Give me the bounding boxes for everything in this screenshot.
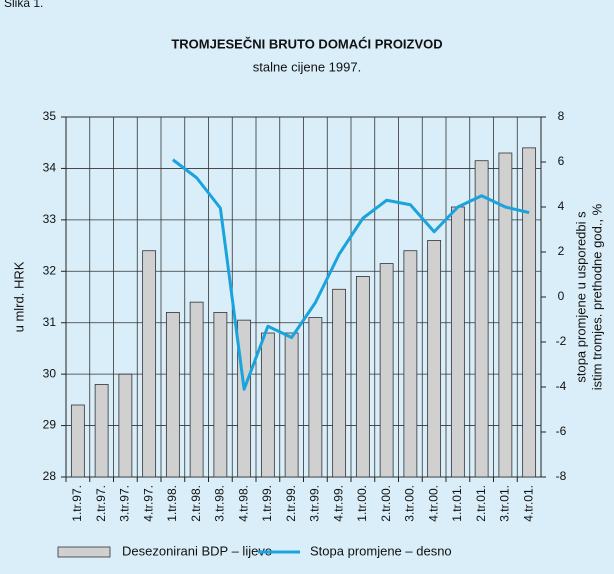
x-tick-label: 3.tr.99.	[308, 485, 322, 522]
y-tick-label: 31	[43, 315, 57, 329]
y-tick-label: 32	[43, 263, 57, 277]
x-tick-label: 1.tr.97.	[70, 485, 84, 522]
x-tick-label: 4.tr.98.	[236, 485, 250, 522]
x-tick-label: 4.tr.01.	[521, 485, 535, 522]
y-tick-label: 28	[43, 469, 57, 483]
line	[171, 158, 530, 391]
y2-tick-label: -2	[556, 334, 567, 348]
y2-tick-label: 2	[558, 244, 565, 258]
legend-label: Desezonirani BDP – lijevo	[122, 543, 272, 558]
x-tick-label: 2.tr.97.	[94, 485, 108, 522]
y2-tick-label: -6	[556, 424, 567, 438]
y2-tick-label: 0	[558, 289, 565, 303]
y-tick-label: 35	[43, 109, 57, 123]
bar	[189, 301, 204, 478]
bar	[260, 332, 275, 478]
bar	[142, 250, 157, 478]
x-tick-label: 2.tr.00.	[379, 485, 393, 522]
figure-label: Slika 1.	[4, 0, 43, 10]
bar	[284, 332, 299, 478]
bar	[332, 288, 347, 478]
bar	[474, 160, 489, 478]
bar	[308, 317, 323, 478]
y2-tick-label: -8	[556, 469, 567, 483]
bar	[213, 312, 228, 478]
bar	[450, 206, 465, 478]
y2-tick-label: -4	[556, 379, 567, 393]
bar	[427, 240, 442, 478]
x-tick-label: 1.tr.99.	[260, 485, 274, 522]
y-tick-label: 33	[43, 212, 57, 226]
x-tick-label: 2.tr.98.	[189, 485, 203, 522]
y2-axis-label: stopa promjene u usporedbi s	[573, 211, 588, 383]
bar	[118, 373, 133, 478]
x-tick-label: 2.tr.01.	[474, 485, 488, 522]
y-axis-label: u mlrd. HRK	[11, 261, 26, 332]
bar	[165, 312, 180, 478]
x-tick-label: 3.tr.97.	[118, 485, 132, 522]
x-tick-label: 4.tr.00.	[426, 485, 440, 522]
legend-label: Stopa promjene – desno	[310, 543, 452, 558]
x-tick-label: 4.tr.97.	[141, 485, 155, 522]
bar	[522, 147, 537, 478]
y-tick-label: 29	[43, 418, 57, 432]
bar	[403, 250, 418, 478]
y-tick-label: 30	[43, 366, 57, 380]
chart-title: TROMJESEČNI BRUTO DOMAĆI PROIZVOD	[171, 36, 442, 51]
legend-swatch	[57, 546, 111, 558]
x-tick-label: 3.tr.98.	[213, 485, 227, 522]
y2-tick-label: 6	[558, 154, 565, 168]
bar	[94, 384, 109, 478]
y-tick-label: 34	[43, 161, 57, 175]
x-tick-label: 1.tr.00.	[355, 485, 369, 522]
bar	[379, 263, 394, 478]
x-tick-label: 1.tr.98.	[165, 485, 179, 522]
y2-axis-label: istim tromjes. prethodne god., %	[589, 203, 604, 390]
x-tick-label: 2.tr.99.	[284, 485, 298, 522]
y2-tick-label: 4	[558, 199, 565, 213]
x-tick-label: 3.tr.01.	[498, 485, 512, 522]
bar	[355, 276, 370, 478]
y2-tick-label: 8	[558, 109, 565, 123]
x-tick-label: 3.tr.00.	[403, 485, 417, 522]
x-tick-label: 1.tr.01.	[450, 485, 464, 522]
chart-subtitle: stalne cijene 1997.	[253, 59, 361, 74]
bar	[498, 152, 513, 478]
bar	[70, 404, 85, 478]
x-tick-label: 4.tr.99.	[331, 485, 345, 522]
